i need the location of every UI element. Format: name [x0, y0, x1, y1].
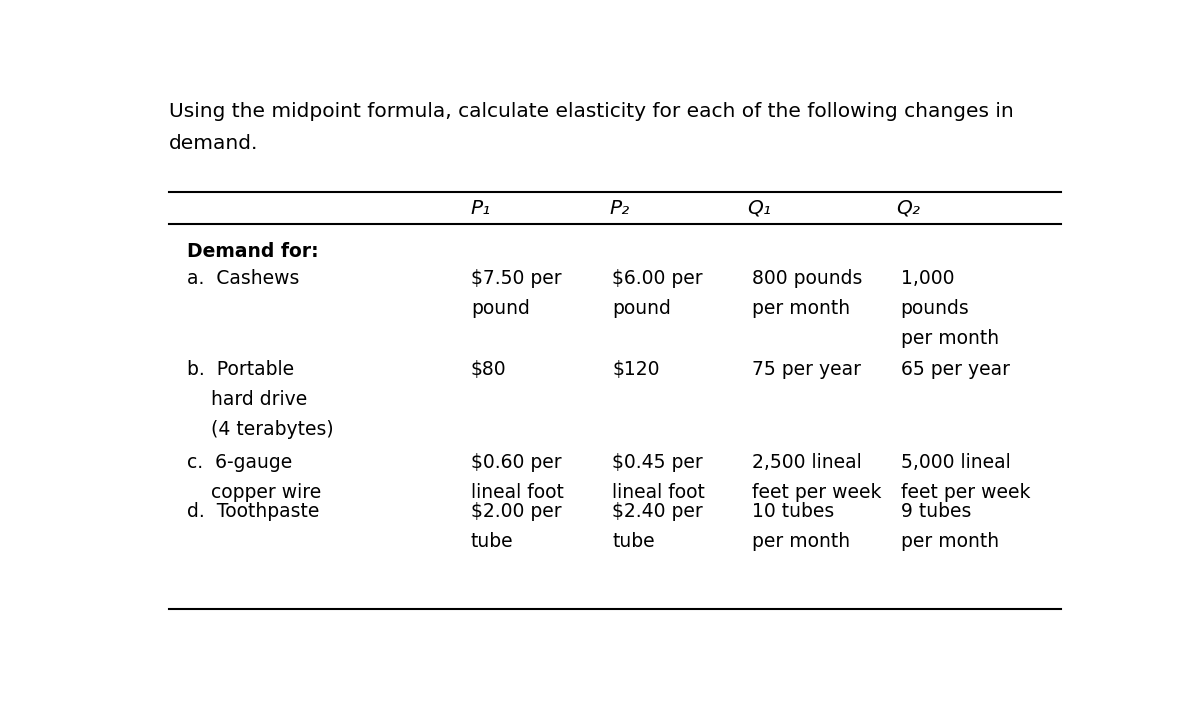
- Text: pounds: pounds: [900, 299, 970, 318]
- Text: Q₁: Q₁: [748, 199, 772, 218]
- Text: $7.50 per: $7.50 per: [470, 269, 562, 288]
- Text: $2.00 per: $2.00 per: [470, 502, 562, 521]
- Text: b.  Portable: b. Portable: [187, 360, 294, 379]
- Text: $2.40 per: $2.40 per: [612, 502, 703, 521]
- Text: feet per week: feet per week: [900, 483, 1030, 502]
- Text: $80: $80: [470, 360, 506, 379]
- Text: hard drive: hard drive: [187, 389, 307, 409]
- Text: Using the midpoint formula, calculate elasticity for each of the following chang: Using the midpoint formula, calculate el…: [168, 102, 1013, 121]
- Text: tube: tube: [612, 533, 655, 551]
- Text: Q₂: Q₂: [896, 199, 920, 218]
- Text: 75 per year: 75 per year: [751, 360, 860, 379]
- Text: pound: pound: [470, 299, 529, 318]
- Text: 2,500 lineal: 2,500 lineal: [751, 453, 862, 472]
- Text: Demand for:: Demand for:: [187, 241, 319, 261]
- Text: (4 terabytes): (4 terabytes): [187, 420, 334, 439]
- Text: c.  6-gauge: c. 6-gauge: [187, 453, 293, 472]
- Text: $0.45 per: $0.45 per: [612, 453, 703, 472]
- Text: per month: per month: [900, 533, 998, 551]
- Text: per month: per month: [751, 299, 850, 318]
- Text: feet per week: feet per week: [751, 483, 881, 502]
- Text: $120: $120: [612, 360, 660, 379]
- Text: 800 pounds: 800 pounds: [751, 269, 862, 288]
- Text: 1,000: 1,000: [900, 269, 954, 288]
- Text: 5,000 lineal: 5,000 lineal: [900, 453, 1010, 472]
- Text: $6.00 per: $6.00 per: [612, 269, 703, 288]
- Text: per month: per month: [751, 533, 850, 551]
- Text: P₁: P₁: [470, 199, 491, 218]
- Text: tube: tube: [470, 533, 514, 551]
- Text: per month: per month: [900, 330, 998, 348]
- Text: demand.: demand.: [168, 134, 258, 152]
- Text: $0.60 per: $0.60 per: [470, 453, 562, 472]
- Text: P₂: P₂: [610, 199, 630, 218]
- Text: 10 tubes: 10 tubes: [751, 502, 834, 521]
- Text: 65 per year: 65 per year: [900, 360, 1009, 379]
- Text: copper wire: copper wire: [187, 483, 322, 502]
- Text: lineal foot: lineal foot: [612, 483, 706, 502]
- Text: pound: pound: [612, 299, 671, 318]
- Text: a.  Cashews: a. Cashews: [187, 269, 300, 288]
- Text: lineal foot: lineal foot: [470, 483, 564, 502]
- Text: d.  Toothpaste: d. Toothpaste: [187, 502, 319, 521]
- Text: 9 tubes: 9 tubes: [900, 502, 971, 521]
